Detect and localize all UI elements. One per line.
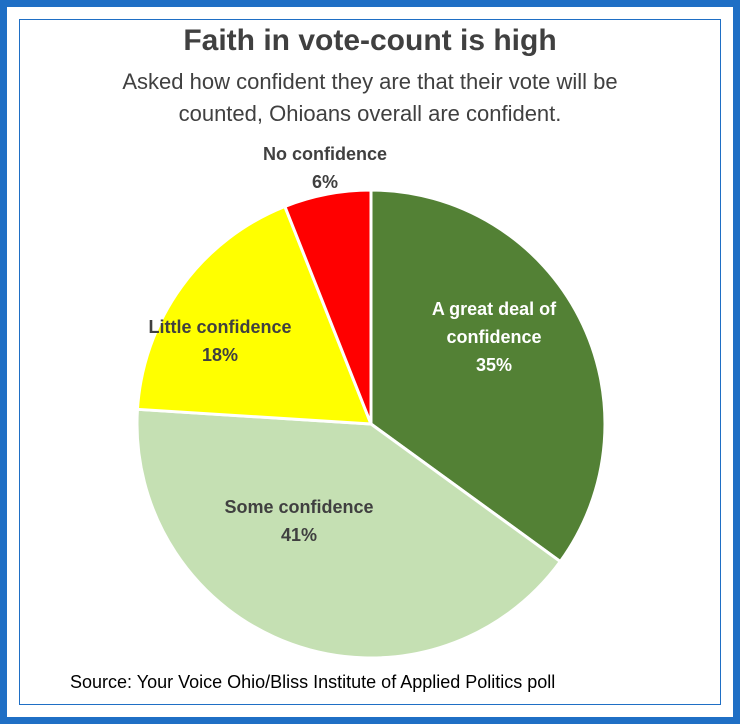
chart-subtitle: Asked how confident they are that their … bbox=[122, 69, 618, 126]
pie-slice-little-confidence bbox=[135, 204, 373, 426]
chart-inner-border bbox=[19, 19, 721, 705]
slice-category-label-0-0: A great deal of bbox=[432, 299, 557, 319]
slice-category-label-0-1: confidence bbox=[446, 327, 541, 347]
slice-category-label-1-0: Some confidence bbox=[224, 497, 373, 517]
pie-slice-some-confidence bbox=[135, 407, 562, 660]
chart-title: Faith in vote-count is high bbox=[183, 24, 557, 57]
slice-category-label-2-0: Little confidence bbox=[148, 317, 291, 337]
slice-category-label-3-0: No confidence bbox=[263, 144, 387, 164]
slice-value-label-3: 6% bbox=[312, 172, 338, 192]
slice-value-label-2: 18% bbox=[202, 345, 238, 365]
pie-slice-a-great-deal-of-confidence bbox=[369, 188, 607, 564]
source-note: Source: Your Voice Ohio/Bliss Institute … bbox=[70, 672, 556, 692]
slice-value-label-0: 35% bbox=[476, 355, 512, 375]
pie-slice-no-confidence bbox=[283, 188, 373, 426]
slice-value-label-1: 41% bbox=[281, 525, 317, 545]
